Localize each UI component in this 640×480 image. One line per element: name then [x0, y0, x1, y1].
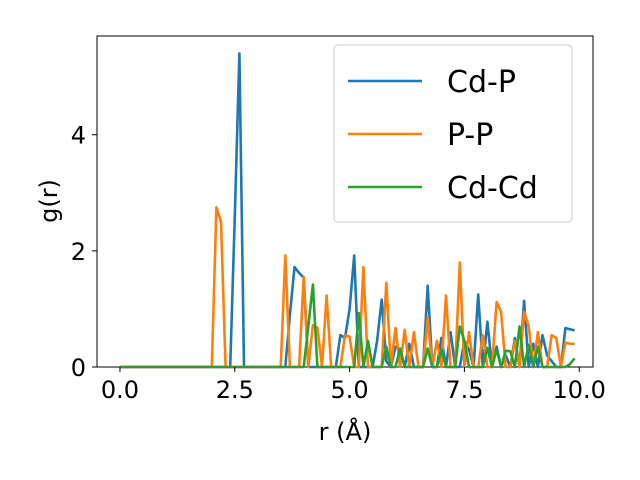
x-tick-label: 2.5 [216, 376, 254, 404]
y-tick-label: 0 [71, 354, 86, 382]
y-tick-label: 4 [71, 122, 86, 150]
x-tick-label: 10.0 [553, 376, 606, 404]
x-tick-label: 7.5 [445, 376, 483, 404]
legend-box [333, 44, 573, 223]
x-tick-label: 0.0 [101, 376, 139, 404]
y-tick-label: 2 [71, 238, 86, 266]
legend-label-cd-cd: Cd-Cd [447, 171, 538, 206]
legend: Cd-P P-P Cd-Cd [333, 44, 573, 223]
legend-label-p-p: P-P [447, 118, 493, 153]
series-line-p-p [120, 206, 575, 369]
x-axis-label: r (Å) [319, 417, 372, 446]
y-axis-label: g(r) [35, 179, 63, 223]
tick-layer: 0.0 2.5 5.0 7.5 10.0 0 2 4 [71, 122, 606, 404]
series-layer [120, 52, 576, 369]
legend-label-cd-p: Cd-P [447, 65, 516, 100]
x-tick-label: 5.0 [331, 376, 369, 404]
series-line-cd-cd [120, 283, 576, 369]
